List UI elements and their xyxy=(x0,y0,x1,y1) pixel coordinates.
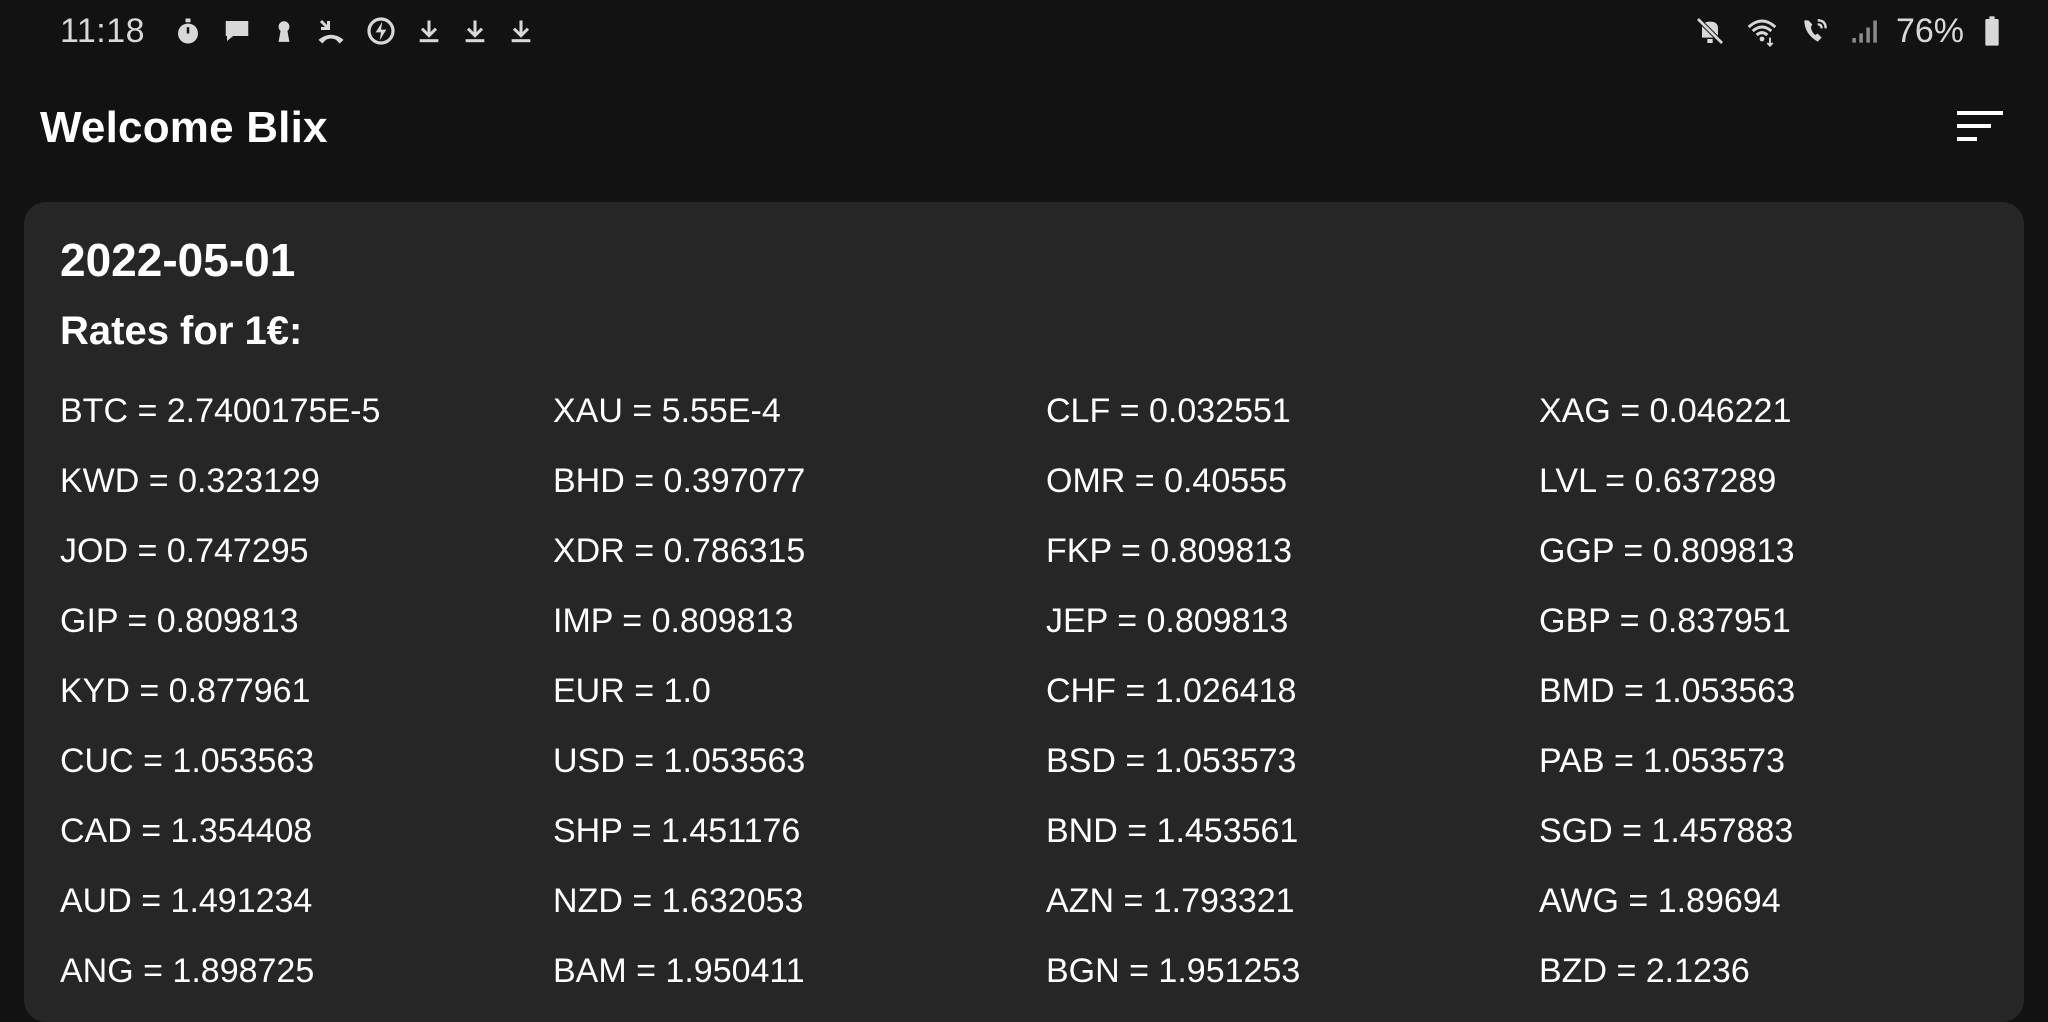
rate-item: CLF = 0.032551 xyxy=(1046,392,1291,430)
rate-item: GIP = 0.809813 xyxy=(60,602,299,640)
rate-item: BMD = 1.053563 xyxy=(1539,672,1796,710)
rate-item: GGP = 0.809813 xyxy=(1539,532,1795,570)
download-icon xyxy=(461,15,489,47)
rate-item: JEP = 0.809813 xyxy=(1046,602,1289,640)
rate-item: NZD = 1.632053 xyxy=(553,882,804,920)
battery-percentage: 76% xyxy=(1895,11,1964,50)
rate-item: BTC = 2.7400175E-5 xyxy=(60,392,381,430)
rate-item: CAD = 1.354408 xyxy=(60,812,313,850)
rate-item: CHF = 1.026418 xyxy=(1046,672,1297,710)
status-time: 11:18 xyxy=(60,11,146,50)
rate-item: OMR = 0.40555 xyxy=(1046,462,1287,500)
download-icon xyxy=(507,15,535,47)
rates-card: 2022-05-01 Rates for 1€: BTC = 2.7400175… xyxy=(24,202,2024,1022)
power-saving-icon xyxy=(365,15,397,47)
rate-item: EUR = 1.0 xyxy=(553,672,711,710)
rates-title: Rates for 1€: xyxy=(60,309,303,353)
rate-item: LVL = 0.637289 xyxy=(1539,462,1777,500)
rate-item: KYD = 0.877961 xyxy=(60,672,311,710)
rate-item: IMP = 0.809813 xyxy=(553,602,794,640)
rate-item: FKP = 0.809813 xyxy=(1046,532,1293,570)
rate-item: BAM = 1.950411 xyxy=(553,952,805,990)
wifi-calling-icon xyxy=(1798,15,1832,47)
rate-item: XDR = 0.786315 xyxy=(553,532,806,570)
rate-item: CUC = 1.053563 xyxy=(60,742,315,780)
rate-item: BHD = 0.397077 xyxy=(553,462,806,500)
app-bar: Welcome Blix xyxy=(0,62,2048,194)
rate-item: ANG = 1.898725 xyxy=(60,952,315,990)
download-icon xyxy=(415,15,443,47)
rate-item: XAG = 0.046221 xyxy=(1539,392,1792,430)
stopwatch-icon xyxy=(173,16,203,46)
status-left: 11:18 xyxy=(60,12,535,51)
rate-item: XAU = 5.55E-4 xyxy=(553,392,781,430)
status-bar: 11:18 xyxy=(0,0,2048,62)
page-title: Welcome Blix xyxy=(40,103,328,152)
keyhole-icon xyxy=(271,15,297,47)
rate-item: BZD = 2.1236 xyxy=(1539,952,1750,990)
rate-item: AUD = 1.491234 xyxy=(60,882,313,920)
rates-date: 2022-05-01 xyxy=(60,234,296,286)
sort-menu-icon xyxy=(1957,109,2003,148)
rate-item: SGD = 1.457883 xyxy=(1539,812,1794,850)
rate-item: SHP = 1.451176 xyxy=(553,812,801,850)
rate-item: AZN = 1.793321 xyxy=(1046,882,1295,920)
wifi-icon xyxy=(1744,15,1780,47)
rate-item: AWG = 1.89694 xyxy=(1539,882,1781,920)
message-icon xyxy=(221,16,253,46)
signal-icon xyxy=(1850,16,1878,46)
rate-item: GBP = 0.837951 xyxy=(1539,602,1791,640)
mute-icon xyxy=(1694,15,1726,47)
sort-menu-button[interactable] xyxy=(1952,100,2008,156)
rate-item: PAB = 1.053573 xyxy=(1539,742,1786,780)
rate-item: BGN = 1.951253 xyxy=(1046,952,1301,990)
rates-grid: BTC = 2.7400175E-5 XAU = 5.55E-4 CLF = 0.0… xyxy=(60,376,1988,1006)
rate-item: BSD = 1.053573 xyxy=(1046,742,1297,780)
rate-item: KWD = 0.323129 xyxy=(60,462,320,500)
rate-item: BND = 1.453561 xyxy=(1046,812,1299,850)
missed-call-icon xyxy=(315,16,347,46)
battery-icon xyxy=(1982,15,2002,47)
status-right: 76% xyxy=(1694,12,2002,51)
rate-item: JOD = 0.747295 xyxy=(60,532,309,570)
rate-item: USD = 1.053563 xyxy=(553,742,806,780)
